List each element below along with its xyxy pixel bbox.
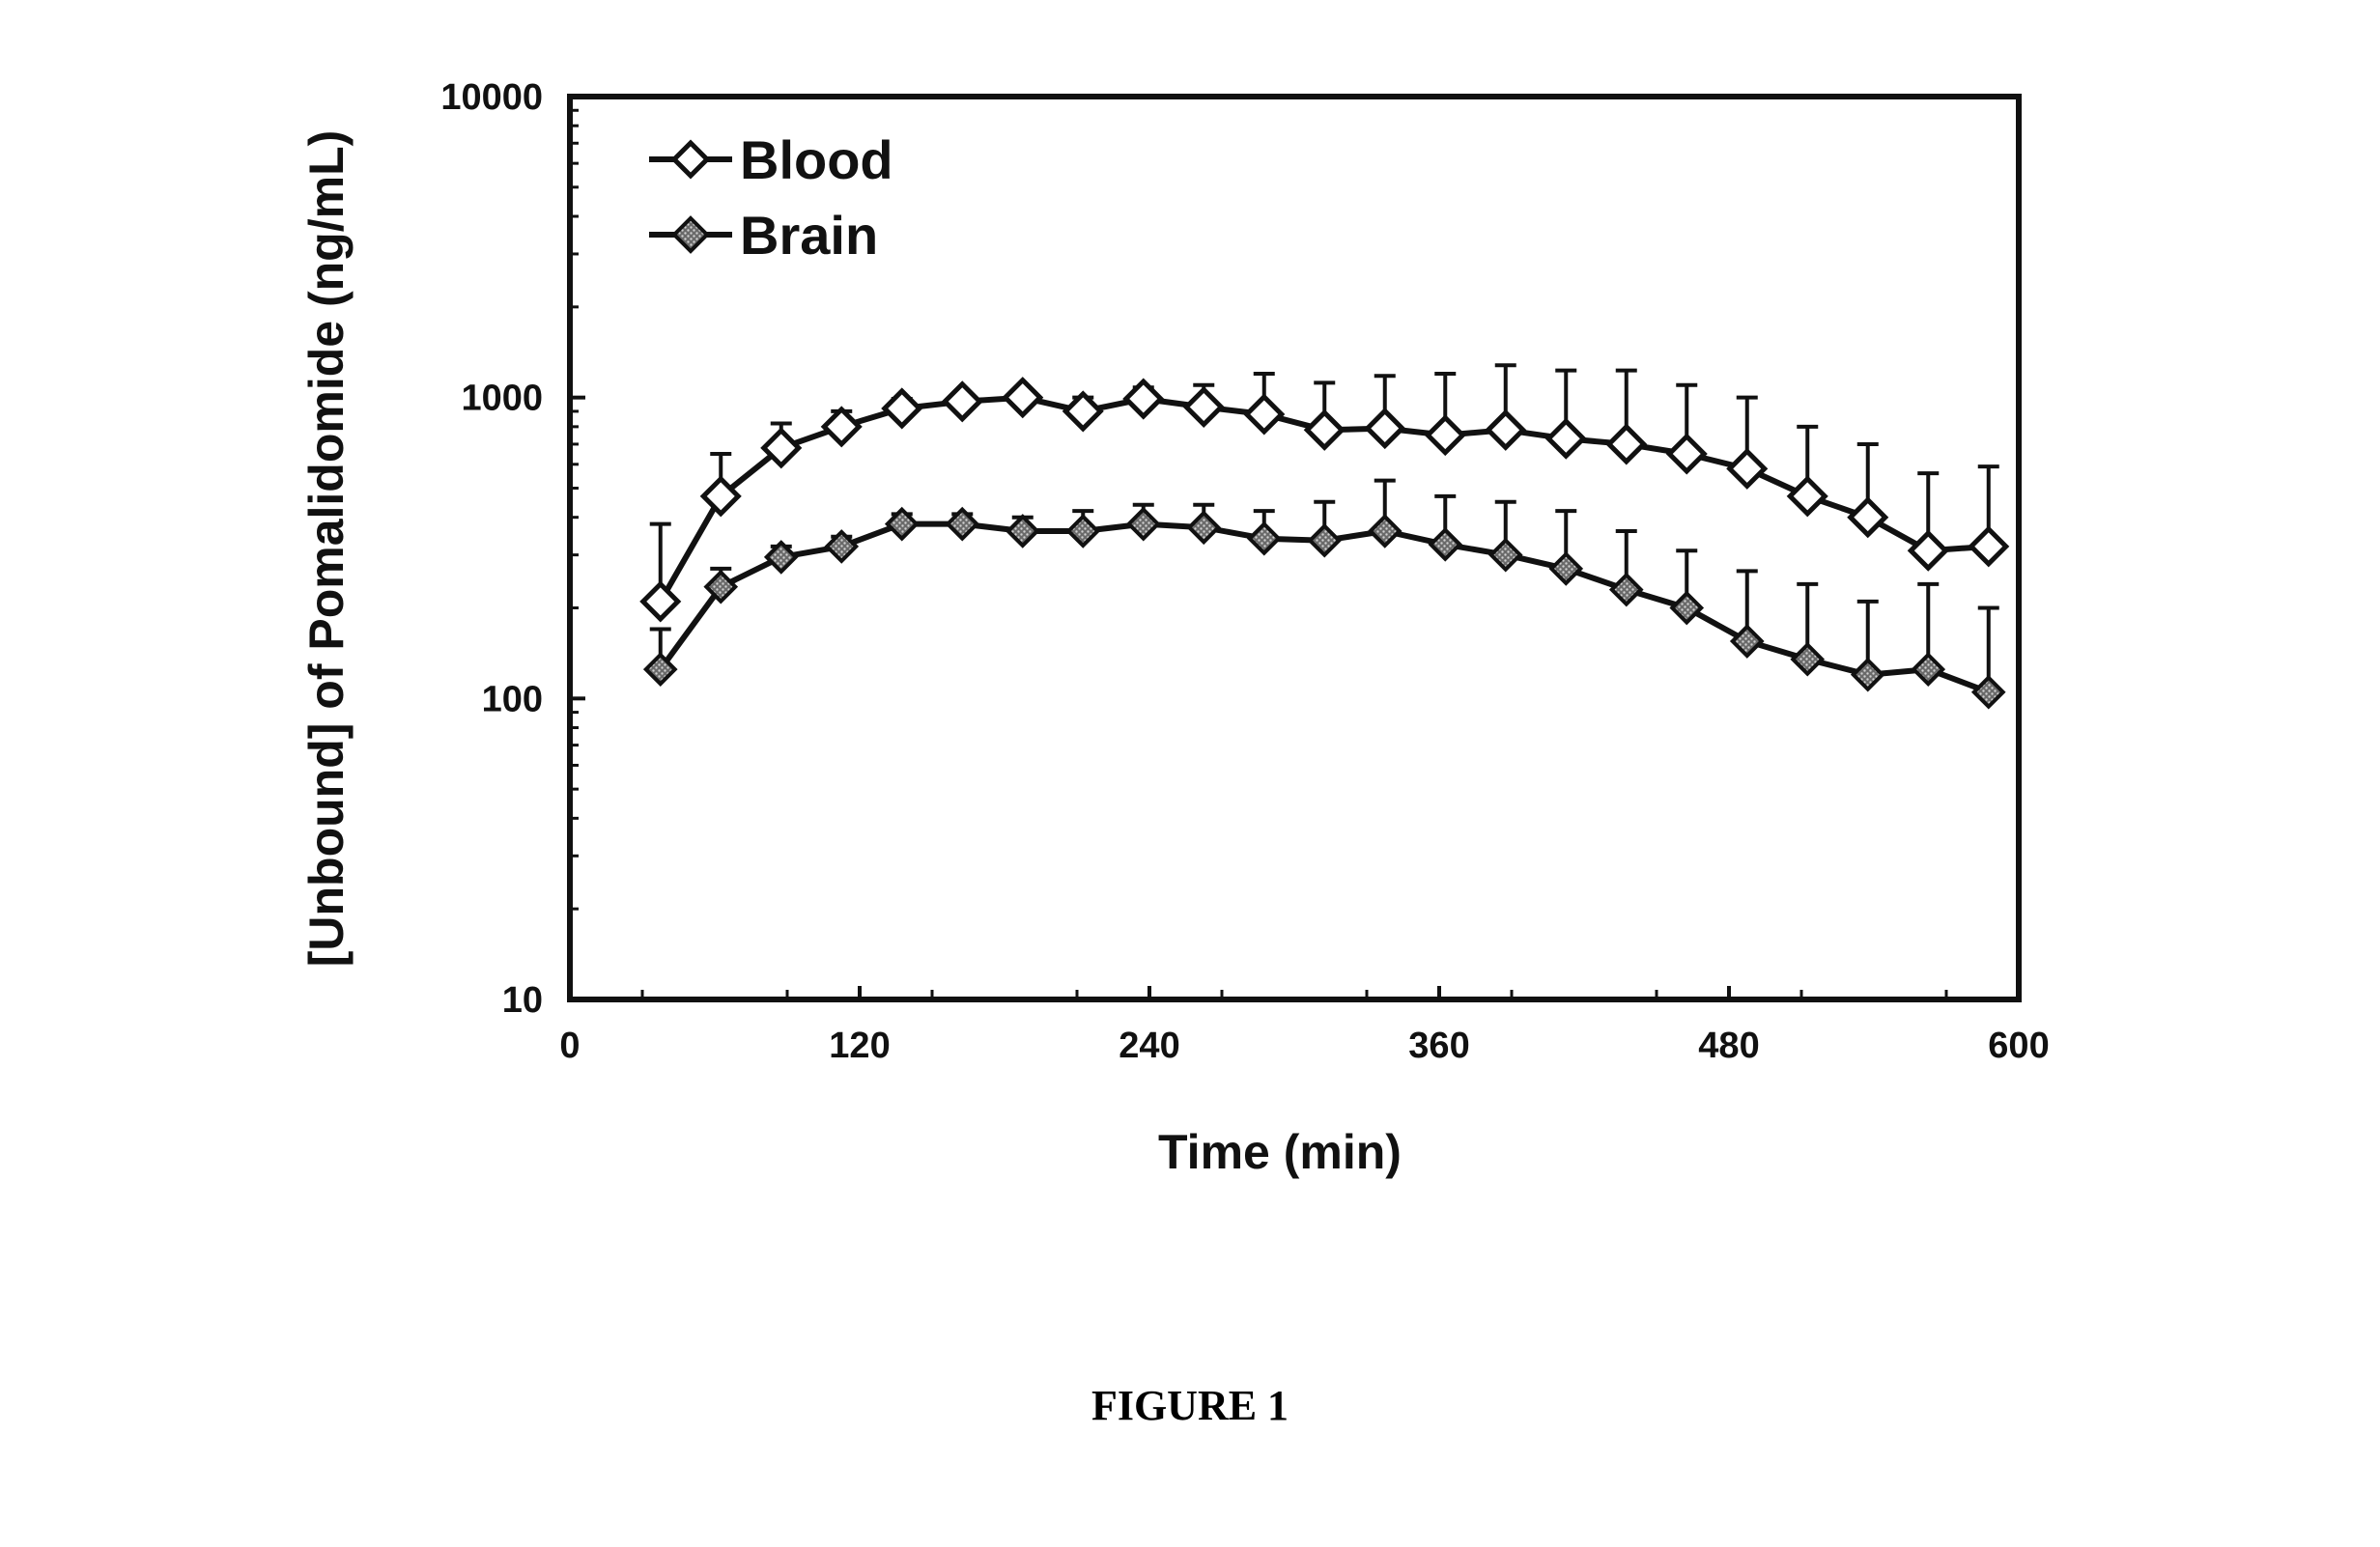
blood-point — [643, 584, 678, 619]
brain-point — [1491, 541, 1520, 570]
brain-point — [1068, 517, 1097, 546]
x-tick-label: 600 — [1988, 1026, 2049, 1066]
legend-item-brain: Brain — [649, 205, 878, 266]
brain-point — [1310, 526, 1339, 555]
brain-point — [1854, 661, 1883, 689]
y-tick-label: 100 — [482, 679, 543, 719]
blood-point — [1971, 529, 2006, 564]
blood-point — [885, 391, 920, 426]
y-tick-label: 10000 — [440, 77, 543, 118]
legend: Blood Brain — [649, 129, 893, 266]
y-tick-label: 10 — [502, 980, 543, 1021]
legend-label-brain: Brain — [740, 205, 878, 266]
legend-label-blood: Blood — [740, 129, 893, 190]
brain-point — [1008, 517, 1037, 546]
blood-point — [1548, 421, 1583, 456]
blood-point — [1006, 380, 1040, 415]
x-tick-label: 360 — [1408, 1026, 1469, 1066]
y-tick-label: 1000 — [461, 379, 543, 419]
blood-point — [1488, 412, 1523, 447]
brain-point — [1250, 524, 1279, 553]
blood-point — [945, 384, 979, 419]
legend-marker-blood — [674, 143, 707, 176]
blood-point — [1669, 436, 1704, 471]
blood-point — [1065, 394, 1100, 429]
blood-point — [1911, 533, 1945, 568]
blood-point — [1186, 389, 1221, 424]
blood-point — [1368, 411, 1402, 446]
x-axis-title: Time (min) — [1158, 1125, 1402, 1179]
blood-point — [1851, 500, 1885, 535]
blood-point — [824, 409, 859, 444]
brain-point — [1672, 594, 1701, 623]
blood-point — [1790, 479, 1825, 514]
brain-point — [1371, 517, 1400, 546]
blood-point — [1247, 397, 1282, 432]
blood-point — [1428, 418, 1462, 453]
brain-point — [1551, 554, 1580, 583]
brain-point — [1974, 678, 2003, 707]
brain-point — [1431, 530, 1459, 559]
data-markers — [643, 380, 2006, 707]
brain-point — [1129, 510, 1158, 539]
x-tick-label: 0 — [559, 1026, 580, 1066]
x-tick-label: 480 — [1698, 1026, 1759, 1066]
blood-point — [1126, 381, 1161, 416]
legend-item-blood: Blood — [649, 129, 893, 190]
blood-point — [1730, 451, 1765, 486]
y-axis-title: [Unbound] of Pomalidomide (ng/mL) — [299, 130, 354, 968]
brain-point — [1733, 627, 1762, 656]
brain-point — [1913, 655, 1942, 684]
x-tick-label: 120 — [829, 1026, 890, 1066]
figure-caption: FIGURE 1 — [0, 1381, 2380, 1430]
brain-point — [1189, 513, 1218, 542]
blood-point — [1307, 412, 1342, 447]
brain-point — [1793, 645, 1822, 674]
blood-point — [1609, 427, 1644, 462]
x-tick-label: 240 — [1119, 1026, 1179, 1066]
legend-marker-brain — [674, 218, 707, 251]
brain-point — [1612, 576, 1641, 605]
